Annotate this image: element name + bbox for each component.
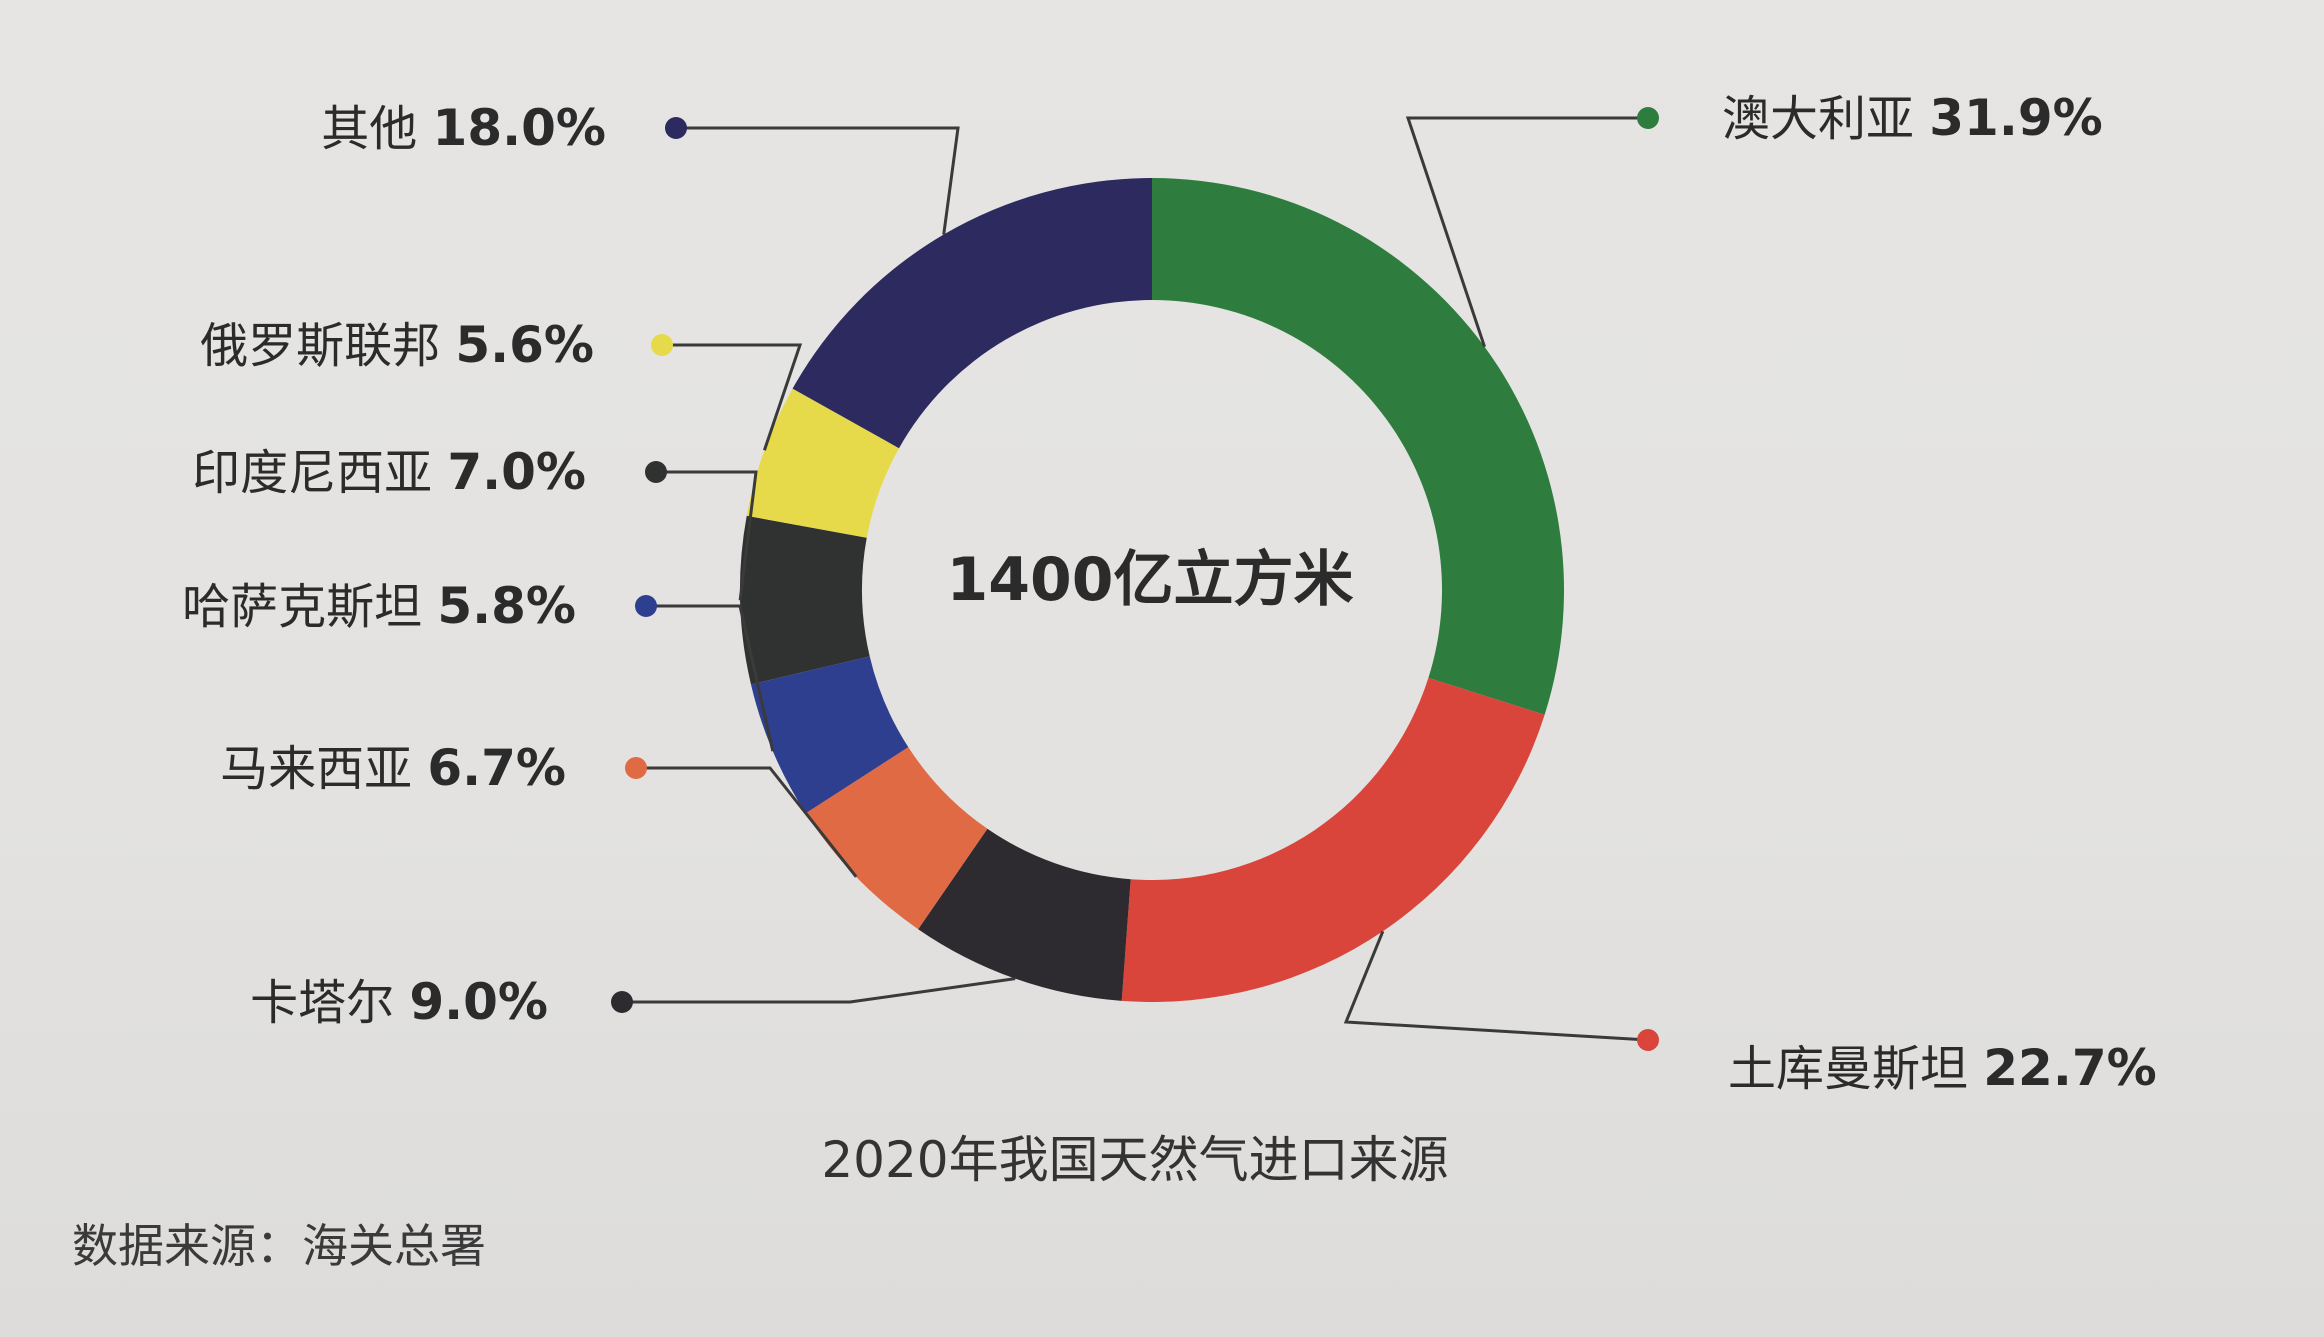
slice-label-value: 22.7% xyxy=(1983,1039,2156,1097)
slice-label-value: 5.6% xyxy=(455,316,594,374)
leader-dot-6 xyxy=(651,334,673,356)
leader-dot-7 xyxy=(665,117,687,139)
slice-label-value: 5.8% xyxy=(437,577,576,635)
slice-label-name: 俄罗斯联邦 xyxy=(200,318,455,374)
slice-label-name: 其他 xyxy=(321,101,432,157)
slice-label-0: 澳大利亚 31.9% xyxy=(1722,89,2103,147)
leader-dot-1 xyxy=(1637,1029,1659,1051)
leader-line-3 xyxy=(636,766,858,878)
donut-slice-5 xyxy=(739,515,870,685)
slice-label-7: 其他 18.0% xyxy=(321,99,606,157)
slice-label-2: 卡塔尔 9.0% xyxy=(250,973,548,1031)
donut-slice-6 xyxy=(746,388,900,538)
leader-dot-3 xyxy=(625,757,647,779)
donut-slice-0 xyxy=(1152,178,1564,715)
donut-slice-1 xyxy=(1121,677,1545,1002)
center-total-label: 1400亿立方米 xyxy=(947,545,1354,615)
data-source-note: 数据来源：海关总署 xyxy=(72,1219,486,1273)
slice-label-5: 印度尼西亚 7.0% xyxy=(192,443,586,501)
slice-label-value: 31.9% xyxy=(1929,89,2102,147)
slice-label-name: 土库曼斯坦 xyxy=(1728,1041,1983,1097)
donut-slice-3 xyxy=(805,747,988,930)
chart-caption: 2020年我国天然气进口来源 xyxy=(821,1131,1449,1189)
leader-line-2 xyxy=(622,977,1016,1004)
leader-dot-4 xyxy=(635,595,657,617)
leader-line-7 xyxy=(676,126,960,235)
slice-label-value: 6.7% xyxy=(427,739,566,797)
leader-dot-5 xyxy=(645,461,667,483)
slice-label-name: 澳大利亚 xyxy=(1722,91,1929,147)
leader-line-6 xyxy=(662,343,803,451)
leader-dot-2 xyxy=(611,991,633,1013)
slice-label-name: 马来西亚 xyxy=(220,741,427,797)
slice-label-6: 俄罗斯联邦 5.6% xyxy=(200,316,594,374)
slice-label-name: 哈萨克斯坦 xyxy=(182,579,437,635)
leader-line-5 xyxy=(656,470,758,601)
donut-slice-2 xyxy=(918,828,1131,1001)
leader-line-4 xyxy=(646,604,775,752)
leader-line-1 xyxy=(1343,930,1649,1042)
slice-label-value: 18.0% xyxy=(433,99,606,157)
leader-line-0 xyxy=(1405,116,1648,348)
donut-slice-7 xyxy=(792,177,1152,449)
slice-label-value: 9.0% xyxy=(409,973,548,1031)
slice-label-1: 土库曼斯坦 22.7% xyxy=(1728,1039,2157,1097)
slice-label-name: 印度尼西亚 xyxy=(192,445,447,501)
slice-label-3: 马来西亚 6.7% xyxy=(220,739,566,797)
slice-label-name: 卡塔尔 xyxy=(250,975,409,1031)
slice-label-4: 哈萨克斯坦 5.8% xyxy=(182,577,576,635)
leader-dot-0 xyxy=(1637,107,1659,129)
slice-label-value: 7.0% xyxy=(447,443,586,501)
donut-slice-4 xyxy=(750,656,909,814)
